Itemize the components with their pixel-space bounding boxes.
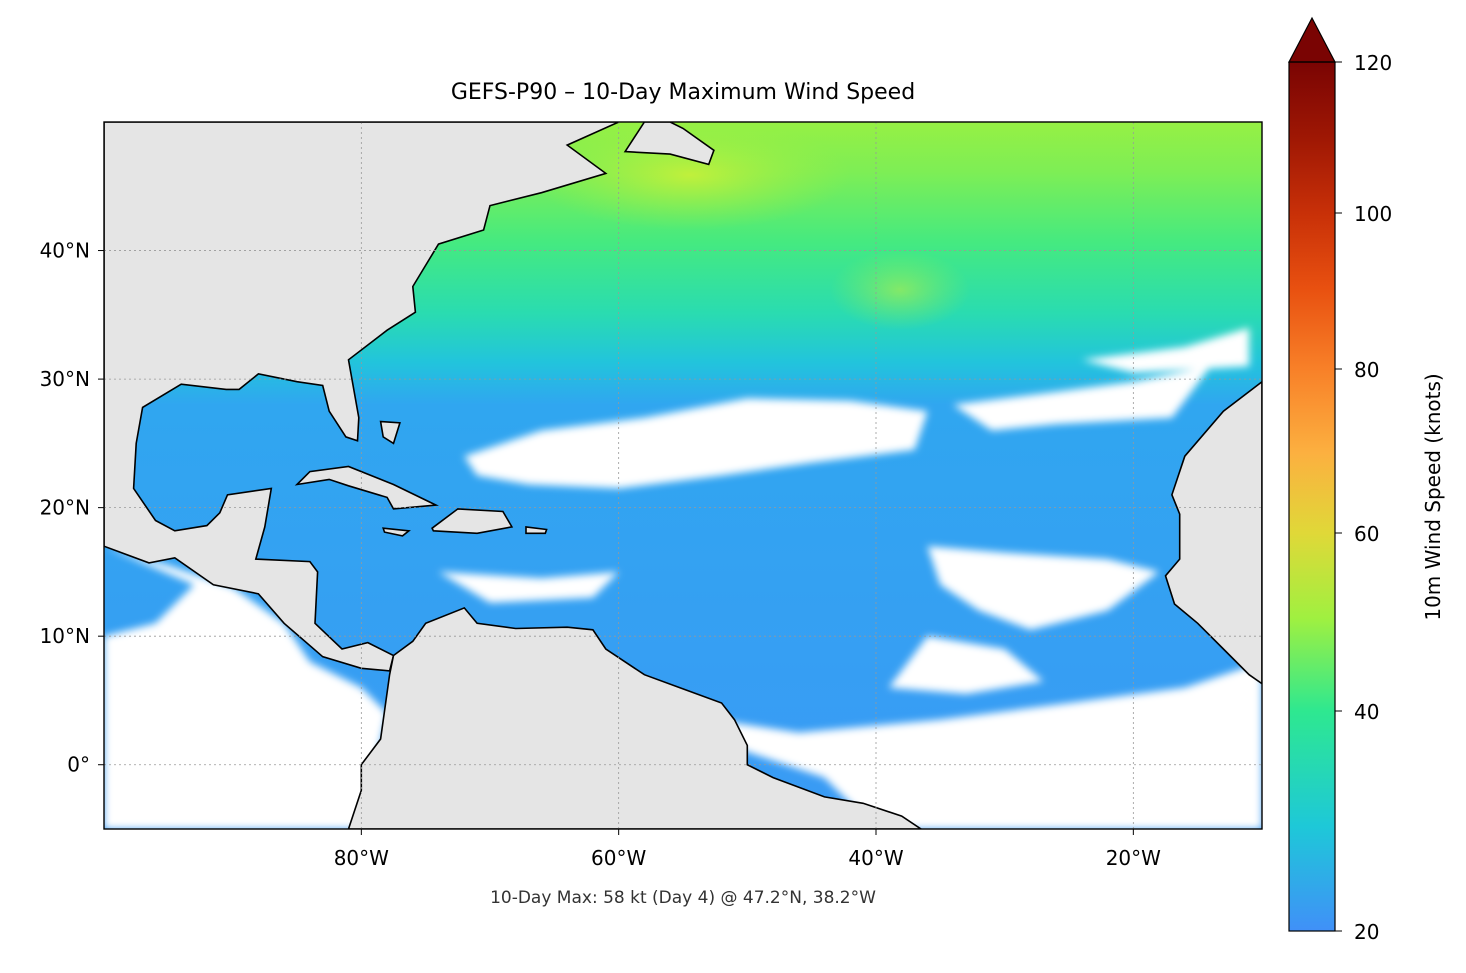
colorbar-tick-label: 100 (1354, 202, 1392, 226)
footer-annotation: 10-Day Max: 58 kt (Day 4) @ 47.2°N, 38.2… (490, 888, 876, 908)
colorbar-label: 10m Wind Speed (knots) (1421, 373, 1445, 620)
land-south-america (347, 606, 923, 829)
colorbar-tick-label: 80 (1354, 358, 1379, 382)
colorbar: 20 40 60 80 100 120 10m Wind Speed (knots) (1288, 16, 1445, 944)
x-tick-label: 20°W (1106, 846, 1161, 870)
chart-title: GEFS-P90 – 10-Day Maximum Wind Speed (451, 80, 915, 105)
wind-maximum-area (530, 122, 850, 230)
gridlines (104, 122, 1262, 829)
calm-area (953, 366, 1211, 431)
calm-area (888, 636, 1044, 694)
y-axis: 40°N 30°N 20°N 10°N 0° (40, 239, 104, 777)
colorbar-tick-label: 120 (1354, 51, 1392, 75)
wind-maximum-area (830, 250, 970, 330)
map-area[interactable] (104, 120, 1262, 829)
colorbar-extend-arrow (1288, 16, 1336, 63)
calm-area (670, 661, 1262, 829)
colorbar-tick-label: 40 (1354, 700, 1379, 724)
colorbar-tick-label: 20 (1354, 920, 1379, 944)
calm-area (464, 398, 928, 489)
calm-area (104, 546, 388, 829)
land-hispaniola (431, 508, 514, 535)
land-puerto-rico (525, 525, 548, 535)
calm-area (927, 546, 1160, 630)
land-newfoundland (623, 122, 715, 166)
x-tick-label: 40°W (848, 846, 903, 870)
land-bahamas (379, 420, 401, 445)
x-tick-label: 60°W (591, 846, 646, 870)
land-africa (1164, 380, 1262, 685)
map-frame (103, 121, 1263, 830)
calm-area (438, 571, 619, 603)
colorbar-frame (1288, 61, 1336, 932)
colorbar-tick-label: 60 (1354, 522, 1379, 546)
x-tick-label: 80°W (334, 846, 389, 870)
land (104, 122, 1262, 829)
land-jamaica (382, 527, 411, 537)
y-tick-label: 30°N (40, 367, 90, 391)
colorbar-gradient (1289, 62, 1335, 931)
below-threshold-areas (104, 327, 1262, 829)
land-cuba (294, 465, 439, 510)
y-tick-label: 10°N (40, 624, 90, 648)
calm-area (1081, 327, 1250, 373)
y-tick-label: 20°N (40, 496, 90, 520)
x-axis: 80°W 60°W 40°W 20°W (334, 829, 1161, 870)
y-tick-label: 40°N (40, 239, 90, 263)
y-tick-label: 0° (67, 753, 90, 777)
colorbar-ticks: 20 40 60 80 100 120 (1335, 51, 1392, 944)
